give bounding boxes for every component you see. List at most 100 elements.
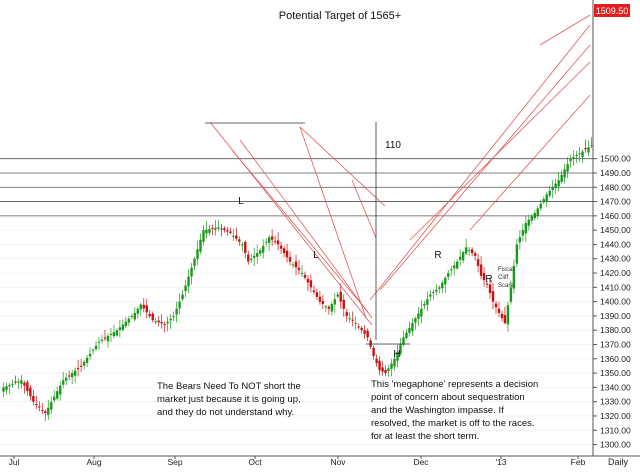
candlestick <box>282 245 286 258</box>
candlestick <box>163 321 166 333</box>
candlestick <box>88 347 92 360</box>
candle-body <box>193 258 196 267</box>
bears-note-line-2: market just because it is going up, <box>157 394 301 405</box>
candlestick <box>258 248 262 257</box>
candle-body <box>264 241 268 243</box>
candle-body <box>205 229 208 234</box>
candle-body <box>590 145 593 147</box>
candle-body <box>8 385 11 387</box>
candle-body <box>151 313 154 321</box>
candlestick <box>64 372 68 386</box>
bears-note-line-1: The Bears Need To NOT short the <box>157 381 301 392</box>
candle-body <box>276 240 280 245</box>
candle-body <box>44 411 47 414</box>
candle-body <box>136 308 140 314</box>
candlestick <box>372 345 375 360</box>
y-tick-label: 1390.00 <box>600 311 631 321</box>
candle-body <box>584 148 587 150</box>
candle-body <box>127 318 131 323</box>
candle-body <box>399 344 402 354</box>
candlestick <box>67 370 71 381</box>
candle-body <box>545 194 548 202</box>
candlestick <box>366 328 369 342</box>
candlestick <box>551 179 554 199</box>
candle-body <box>450 269 453 271</box>
candle-body <box>536 208 539 216</box>
candlestick <box>503 306 507 325</box>
candlestick <box>542 196 545 205</box>
candlestick <box>444 276 447 293</box>
candlestick <box>273 235 277 245</box>
candlestick <box>587 140 590 156</box>
candle-body <box>423 304 426 306</box>
candlestick <box>160 314 163 329</box>
y-tick-label: 1340.00 <box>600 382 631 392</box>
y-tick-label: 1380.00 <box>600 325 631 335</box>
candle-body <box>294 261 298 268</box>
candle-body <box>390 363 393 369</box>
candle-body <box>38 406 41 408</box>
y-tick-label: 1460.00 <box>600 211 631 221</box>
candle-body <box>208 229 211 233</box>
time-axis: Jul Aug Sep Oct Nov Dec '13 Feb <box>9 456 586 467</box>
candle-body <box>32 395 35 402</box>
candle-body <box>363 330 366 334</box>
candle-body <box>288 257 292 262</box>
trendline <box>409 61 591 241</box>
candle-body <box>560 174 563 182</box>
candle-body <box>2 387 5 392</box>
candle-body <box>97 341 101 343</box>
candlestick <box>309 274 313 293</box>
candlestick <box>193 256 196 271</box>
candlestick <box>381 361 384 376</box>
candlestick <box>244 240 247 259</box>
candlestick <box>139 302 142 317</box>
x-tick-label: Sep <box>167 457 182 467</box>
candle-body <box>447 273 450 277</box>
candle-body <box>184 285 187 292</box>
candle-body <box>20 380 23 384</box>
candle-body <box>61 380 65 385</box>
candle-body <box>67 375 71 377</box>
candle-body <box>587 147 590 153</box>
candlestick <box>590 137 593 149</box>
candle-body <box>321 300 325 304</box>
candle-body <box>470 249 474 254</box>
candlestick <box>136 306 140 319</box>
candlestick <box>572 150 575 167</box>
candle-body <box>172 315 175 317</box>
candle-body <box>351 319 354 321</box>
candle-body <box>109 334 113 336</box>
candlestick <box>545 192 548 208</box>
candlestick <box>85 354 89 368</box>
y-tick-label: 1350.00 <box>600 368 631 378</box>
candlestick <box>175 301 178 323</box>
candlestick <box>396 344 399 368</box>
candlestick <box>297 260 301 275</box>
candle-body <box>196 249 199 259</box>
y-tick-label: 1490.00 <box>600 168 631 178</box>
candle-body <box>11 383 14 385</box>
candlestick <box>97 336 101 350</box>
candlestick <box>557 172 560 192</box>
candle-body <box>26 382 29 391</box>
candlestick <box>8 383 11 394</box>
candlestick <box>426 291 429 312</box>
candle-body <box>521 230 525 236</box>
candle-body <box>554 183 557 188</box>
candle-body <box>121 324 125 330</box>
candlestick <box>109 327 113 343</box>
candlestick <box>220 223 223 237</box>
candle-body <box>369 340 372 347</box>
candle-body <box>178 301 181 309</box>
candle-body <box>333 299 337 305</box>
candle-body <box>476 259 480 266</box>
candle-body <box>163 323 166 325</box>
candle-body <box>566 164 569 172</box>
candle-body <box>133 313 137 320</box>
candlestick <box>276 232 280 251</box>
chart-title: Potential Target of 1565+ <box>279 10 401 22</box>
candle-body <box>300 273 304 275</box>
y-tick-label: 1470.00 <box>600 197 631 207</box>
candlestick <box>61 371 65 389</box>
